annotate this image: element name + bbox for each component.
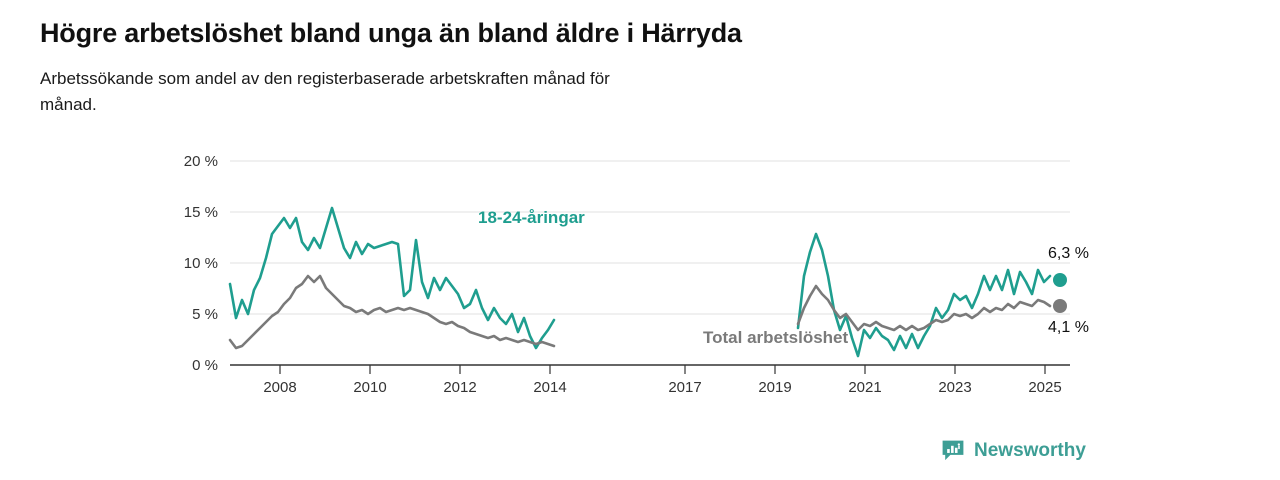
x-tick-label-2008: 2008: [263, 379, 296, 396]
chart-page: Högre arbetslöshet bland unga än bland ä…: [0, 0, 1280, 480]
y-tick-5: 5 %: [192, 306, 218, 323]
chart-container: 0 % 5 % 10 % 15 % 20 % 2008 2010 2012 20…: [0, 150, 1280, 450]
newsworthy-icon: [940, 438, 966, 464]
young-line-segment-1[interactable]: [230, 208, 554, 348]
total-end-value-label: 4,1 %: [1048, 319, 1089, 336]
newsworthy-logo: Newsworthy: [940, 438, 1086, 464]
x-tick-label-2021: 2021: [848, 379, 881, 396]
total-end-dot[interactable]: [1053, 299, 1067, 313]
total-line-segment-2[interactable]: [798, 286, 1050, 330]
young-series-label: 18-24-åringar: [478, 208, 585, 227]
total-line-segment-1[interactable]: [230, 276, 554, 348]
x-tick-label-2014: 2014: [533, 379, 566, 396]
x-tick-label-2025: 2025: [1028, 379, 1061, 396]
x-tick-label-2012: 2012: [443, 379, 476, 396]
y-tick-20: 20 %: [184, 153, 218, 170]
line-chart-svg[interactable]: 0 % 5 % 10 % 15 % 20 % 2008 2010 2012 20…: [0, 150, 1280, 450]
page-subtitle: Arbetssökande som andel av den registerb…: [40, 66, 940, 118]
x-tick-label-2017: 2017: [668, 379, 701, 396]
y-tick-0: 0 %: [192, 357, 218, 374]
x-tick-label-2023: 2023: [938, 379, 971, 396]
newsworthy-text: Newsworthy: [974, 440, 1086, 462]
young-end-value-label: 6,3 %: [1048, 245, 1089, 262]
y-tick-15: 15 %: [184, 204, 218, 221]
x-tick-label-2019: 2019: [758, 379, 791, 396]
y-tick-10: 10 %: [184, 255, 218, 272]
x-tick-label-2010: 2010: [353, 379, 386, 396]
page-title: Högre arbetslöshet bland unga än bland ä…: [40, 18, 742, 49]
total-series-label: Total arbetslöshet: [703, 328, 848, 347]
young-end-dot[interactable]: [1053, 273, 1067, 287]
